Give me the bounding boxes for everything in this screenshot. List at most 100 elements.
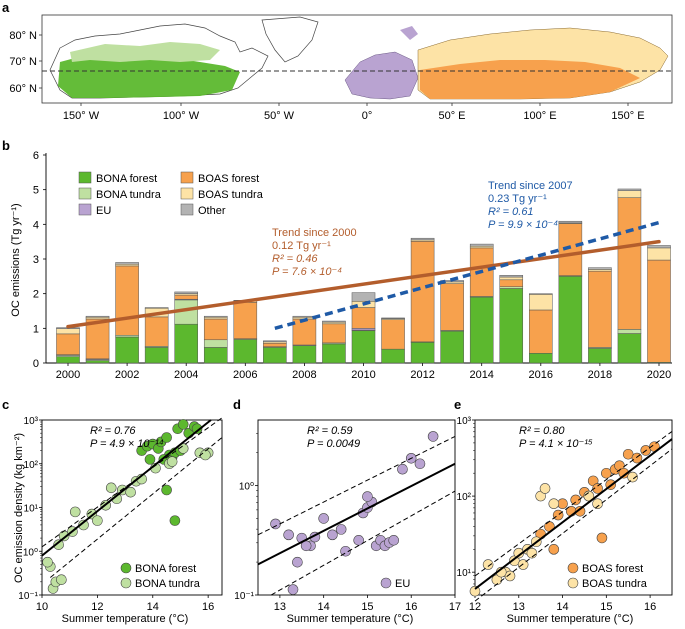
lon-tick-label: 50° W [264,110,295,122]
b-x-tick-label: 2014 [469,369,493,381]
scatter-panel-e: 12 13 14 15 16 10¹ 10² 10³ BOAS forest BOAS tundr… [457,416,673,613]
bar-stack-2019 [617,188,642,364]
bar-other [558,220,583,224]
trend-line-2007 [274,220,660,331]
bona-forest-region [58,54,240,98]
scatter-point-bona-forest [169,515,181,526]
scatter-point-eu [388,535,400,546]
legend-label: BONA forest [96,173,157,185]
bar-stack-2016 [529,293,553,364]
map-panel: 80° N 70° N 60° N 150° W 100° W 50° W 0° 50° E… [9,14,673,122]
ci-lower-line [474,448,673,602]
bar-bona-forest [85,360,110,364]
legend-swatch [78,171,92,184]
boas-forest-region [420,60,640,99]
scatter-legend-label: BONA forest [135,563,196,575]
d-p: P = 0.0049 [307,438,360,450]
scatter-legend-item: BONA tundra [120,577,201,590]
greenland-outline [261,16,319,63]
t2000-p: P = 7.6 × 10⁻⁴ [272,266,342,278]
bar-boas-forest [115,265,139,336]
bar-boas-tundra [115,263,139,267]
t2000-rate: 0.12 Tg yr⁻¹ [272,240,331,252]
legend-label: BOAS tundra [198,189,264,201]
b-y-tick-label: 2 [33,289,39,301]
bar-stack-2017 [558,220,583,364]
bar-stack-2006 [233,300,258,364]
trend-2000-annotation: Trend since 2000 0.12 Tg yr⁻¹ R² = 0.46 … [272,227,357,278]
scatter-point-boas-forest [548,544,560,555]
t2000-title: Trend since 2000 [272,227,357,239]
scatter-point-bona-tundra [200,449,211,461]
bar-bona-forest [233,339,258,364]
b-x-tick-label: 2004 [174,369,198,381]
bar-other [263,340,287,343]
x-tick-label: 14 [556,601,568,613]
bar-boas-forest [203,318,228,341]
bar-other [174,291,198,294]
bar-boas-forest [617,197,642,330]
bar-boas-tundra [617,190,642,198]
b-x-tick-label: 2012 [410,369,434,381]
bar-boas-forest [322,323,346,344]
y-tick-label: 10⁻¹ [18,591,38,602]
scatter-point-bona-forest [161,484,172,496]
ci-upper-line [41,417,223,548]
legend-item: BONA tundra [78,187,162,201]
b-x-tick-label: 2002 [115,369,139,381]
bar-boas-forest [588,270,612,348]
e-stats: R² = 0.80 P = 4.1 × 10⁻¹⁵ [519,425,593,450]
x-tick-label: 17 [449,601,461,613]
scatter-legend-marker [120,577,132,589]
bar-other [410,237,435,241]
trend-2007-annotation: Trend since 2007 0.23 Tg yr⁻¹ R² = 0.61 … [488,180,573,231]
bar-other [647,245,671,249]
scatter-legend-marker [567,562,579,574]
b-x-tick-label: 2016 [529,369,553,381]
x-tick-label: 12 [469,601,481,613]
t2007-title: Trend since 2007 [488,180,573,192]
t2000-r2: R² = 0.46 [272,253,318,265]
bar-boas-tundra [529,294,553,311]
scatter-point-boas-tundra [504,570,516,582]
scatter-point-bona-tundra [42,556,53,568]
b-y-tick-label: 4 [33,219,39,231]
scatter-point-boas-forest [552,509,564,521]
bar-boas-forest [558,223,583,276]
y-tick-label: 10³ [24,416,39,427]
scatter-legend-marker [380,577,392,589]
bar-stack-2008 [292,315,317,364]
scatter-point-bona-tundra [69,506,81,518]
fit-line [41,419,212,557]
b-x-tick-label: 2006 [233,369,257,381]
trend-line-2000 [66,239,661,329]
d-r2: R² = 0.59 [307,425,353,437]
bar-bona-forest [174,323,198,364]
bar-boas-forest [56,333,80,355]
scatter-point-eu [292,556,303,568]
bar-stack-2005 [203,315,228,364]
map-lon-ticks: 150° W 100° W 50° W 0° 50° E 100° E 150° E [63,103,645,122]
bar-bona-forest [322,343,346,364]
x-tick-label: 14 [147,601,159,613]
lon-tick-label: 150° W [63,110,100,122]
c-x-axis-label: Summer temperature (°C) [62,613,189,625]
bar-boas-tundra [85,316,110,320]
bar-eu [351,328,376,331]
b-x-tick-label: 2020 [647,369,671,381]
x-tick-label: 12 [91,601,103,613]
ci-upper-line [474,431,673,577]
scatter-point-eu [283,529,294,541]
scatter-legend-label: EU [395,578,410,590]
b-y-tick-label: 1 [33,323,39,335]
b-y-tick-label: 0 [33,358,39,370]
bar-bona-tundra [115,335,139,338]
bar-boas-tundra [469,245,494,249]
bar-other [115,262,139,265]
bar-boas-forest [381,319,405,350]
bar-stack-2001 [85,315,110,364]
bar-bona-forest [558,276,583,364]
bar-stack-2012 [410,237,435,364]
bar-bona-forest [617,333,642,364]
